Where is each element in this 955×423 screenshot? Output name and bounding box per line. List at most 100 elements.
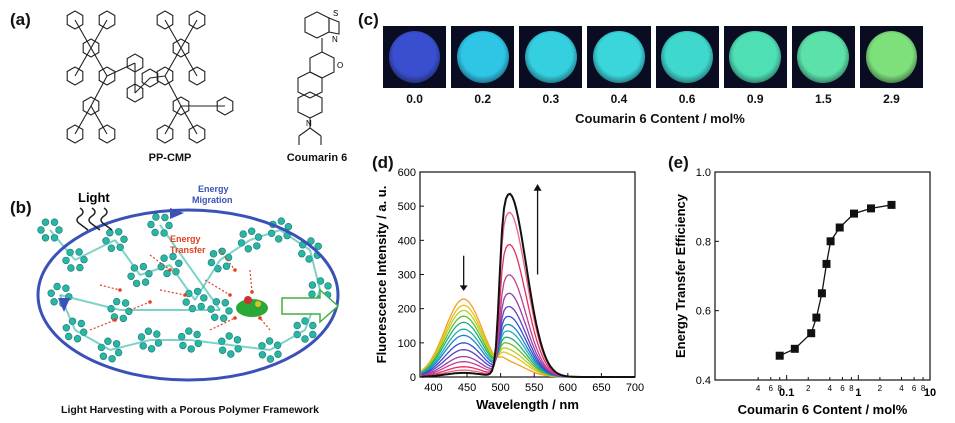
fluorescence-chart: 400 450 500 550 600 650 700 0 100 200 300 400 500 600… (374, 167, 644, 412)
decrease-arrowhead (459, 285, 468, 291)
data-point (826, 237, 835, 246)
dish-value-label: 0.4 (610, 92, 628, 106)
data-point (775, 351, 784, 360)
y-axis-label: Energy Transfer Efficiency (673, 193, 688, 358)
dish-glow (661, 30, 713, 84)
y-tick-label: 400 (398, 235, 416, 247)
light-wave-icon (76, 207, 113, 231)
photo-dish (383, 26, 447, 88)
x-tick-label: 8 (777, 384, 782, 393)
x-tick-label: 6 (840, 384, 845, 393)
x-tick-label: 4 (756, 384, 761, 393)
data-point (887, 200, 896, 209)
x-tick-label: 2 (806, 384, 811, 393)
y-tick-label: 100 (398, 338, 416, 350)
y-tick-label: 300 (398, 270, 416, 282)
y-tick-label: 1.0 (696, 167, 711, 179)
x-tick-label: 550 (525, 382, 543, 394)
energy-transfer-l2: Transfer (170, 245, 206, 255)
x-tick-label: 4 (828, 384, 833, 393)
x-tick-label: 450 (458, 382, 476, 394)
photo-dish (451, 26, 515, 88)
x-tick-label: 400 (424, 382, 442, 394)
x-tick-label: 700 (626, 382, 644, 394)
light-text: Light (78, 190, 110, 205)
x-tick-label: 6 (912, 384, 917, 393)
dish-value-label: 0.9 (746, 92, 764, 106)
svg-text:N: N (332, 35, 338, 44)
x-tick-label: 650 (592, 382, 610, 394)
dish-glow (797, 30, 850, 84)
photo-row (383, 26, 923, 88)
photo-dish (791, 26, 855, 88)
svg-text:N: N (306, 119, 312, 128)
x-tick-label: 600 (559, 382, 577, 394)
y-tick-label: 600 (398, 167, 416, 179)
x-tick-label: 8 (921, 384, 926, 393)
emission-arrow (281, 288, 340, 324)
y-tick-label: 500 (398, 201, 416, 213)
x-tick-label: 1 (855, 387, 861, 399)
dish-value-label: 0.3 (542, 92, 560, 106)
pp-cmp-structure (66, 10, 234, 144)
pp-cmp-name: PP-CMP (148, 152, 192, 164)
x-tick-label: 6 (769, 384, 774, 393)
panel-a-label: (a) (10, 10, 31, 29)
dish-value-label: 0.0 (406, 92, 423, 106)
coumarin-acceptor (236, 296, 268, 317)
dish-glow (388, 30, 441, 84)
energy-transfer-l1: Energy (170, 234, 201, 244)
y-tick-label: 0 (410, 372, 416, 384)
panel-c-xlabel: Coumarin 6 Content / mol% (575, 111, 745, 126)
x-tick-label: 0.1 (779, 387, 794, 399)
svg-text:O: O (337, 61, 343, 70)
dish-value-label: 0.6 (678, 92, 696, 106)
dish-glow (865, 30, 918, 84)
dish-value-label: 1.5 (814, 92, 832, 106)
coumarin6-structure: S N O N (297, 9, 343, 145)
photo-dish (587, 26, 651, 88)
panel-b-label: (b) (10, 198, 32, 217)
loop-arrow-left (58, 298, 70, 312)
x-tick-label: 10 (924, 387, 936, 399)
y-axis-label: Fluorescence Intensity / a. u. (374, 186, 389, 364)
spectrum-line (421, 192, 635, 378)
y-tick-label: 0.8 (696, 236, 711, 248)
x-tick-label: 8 (849, 384, 854, 393)
dish-glow (456, 30, 509, 84)
data-point (817, 289, 826, 298)
data-point (812, 313, 821, 322)
x-axis-label: Wavelength / nm (476, 397, 579, 412)
data-point (867, 204, 875, 213)
svg-text:S: S (333, 9, 338, 18)
panel-c-label: (c) (358, 10, 379, 29)
x-tick-label: 4 (899, 384, 904, 393)
photo-dish (723, 26, 787, 88)
x-tick-label: 2 (878, 384, 883, 393)
panel-e-label: (e) (668, 153, 689, 172)
y-tick-label: 200 (398, 304, 416, 316)
photo-dish (519, 26, 583, 88)
y-tick-label: 0.4 (696, 375, 711, 387)
energy-migration-l1: Energy (198, 184, 229, 194)
data-point (822, 259, 831, 268)
data-point (790, 344, 799, 353)
dish-value-label: 2.9 (883, 92, 900, 106)
dish-glow (593, 30, 645, 84)
dish-glow (524, 30, 577, 84)
coumarin6-name: Coumarin 6 (286, 152, 348, 164)
increase-arrowhead (533, 183, 542, 191)
data-point (835, 223, 844, 232)
photo-dish (859, 26, 923, 88)
efficiency-line (779, 204, 892, 357)
dish-glow (729, 30, 782, 84)
panel-b-caption: Light Harvesting with a Porous Polymer F… (61, 404, 319, 416)
loop-arrow-top (170, 208, 184, 219)
energy-migration-loop (36, 208, 340, 382)
dish-value-label: 0.2 (474, 92, 492, 106)
energy-migration-l2: Migration (192, 195, 233, 205)
data-point (850, 209, 858, 218)
panel-d-label: (d) (372, 153, 394, 172)
y-tick-label: 0.6 (696, 306, 711, 318)
